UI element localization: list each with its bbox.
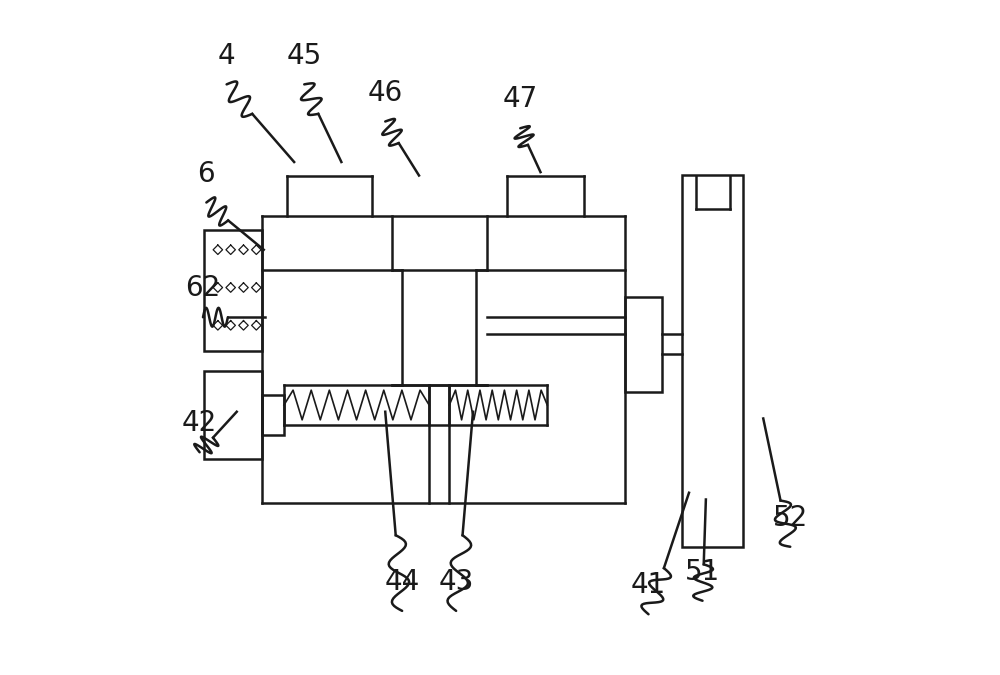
Text: 46: 46 [368, 79, 403, 107]
Text: 44: 44 [384, 568, 420, 596]
Text: 42: 42 [182, 410, 217, 437]
Bar [204, 371, 262, 459]
Bar [682, 176, 743, 547]
Text: 52: 52 [773, 504, 808, 532]
Text: 51: 51 [685, 558, 720, 586]
Text: 62: 62 [185, 275, 221, 302]
Bar [204, 230, 262, 351]
Text: 45: 45 [287, 42, 322, 70]
Bar [625, 297, 662, 392]
Text: 43: 43 [438, 568, 474, 596]
Text: 4: 4 [218, 42, 235, 70]
Text: 47: 47 [503, 86, 538, 113]
Text: 41: 41 [631, 572, 666, 599]
Text: 6: 6 [198, 160, 215, 188]
Bar [262, 395, 284, 435]
